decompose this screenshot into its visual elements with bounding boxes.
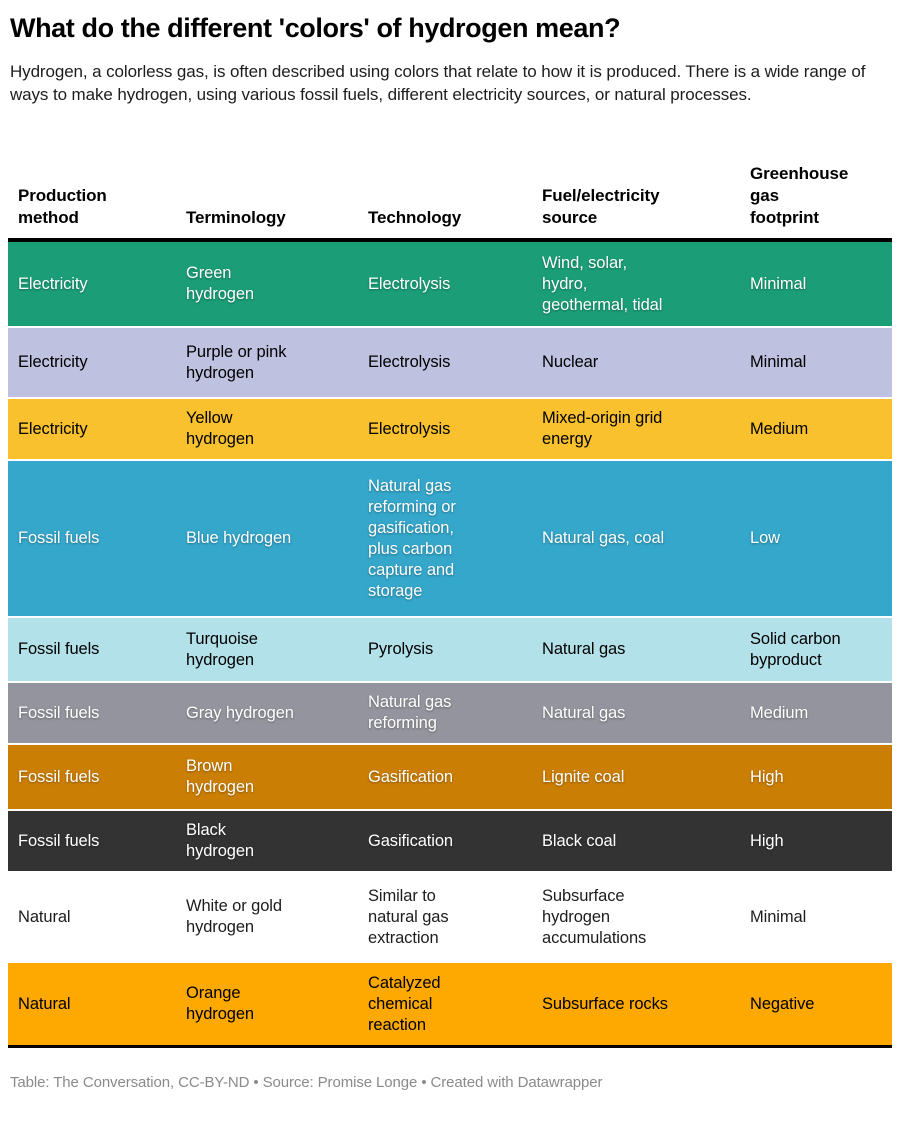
cell-footprint: Medium — [740, 683, 892, 746]
cell-footprint: High — [740, 745, 892, 812]
cell-technology: Electrolysis — [358, 399, 532, 462]
cell-footprint: Minimal — [740, 328, 892, 400]
attribution-footer: Table: The Conversation, CC-BY-ND • Sour… — [10, 1074, 603, 1092]
cell-technology: Electrolysis — [358, 328, 532, 400]
cell-footprint: High — [740, 811, 892, 874]
cell-production-method: Electricity — [8, 399, 176, 462]
cell-terminology: White or gold hydrogen — [176, 873, 358, 964]
cell-technology: Catalyzed chemical reaction — [358, 963, 532, 1049]
table-row-blue-hydrogen: Fossil fuels Blue hydrogen Natural gas r… — [8, 461, 892, 619]
cell-production-method: Natural — [8, 873, 176, 964]
table-row-green-hydrogen: Electricity Green hydrogen Electrolysis … — [8, 242, 892, 329]
hydrogen-colors-table: Production method Terminology Technology… — [8, 146, 892, 1049]
table-row-yellow-hydrogen: Electricity Yellow hydrogen Electrolysis… — [8, 399, 892, 462]
table-row-black-hydrogen: Fossil fuels Black hydrogen Gasification… — [8, 811, 892, 874]
column-header-terminology: Terminology — [176, 146, 358, 243]
cell-footprint: Solid carbon byproduct — [740, 618, 892, 684]
cell-terminology: Orange hydrogen — [176, 963, 358, 1049]
table-row-brown-hydrogen: Fossil fuels Brown hydrogen Gasification… — [8, 745, 892, 812]
cell-production-method: Fossil fuels — [8, 811, 176, 874]
table-row-white-gold-hydrogen: Natural White or gold hydrogen Similar t… — [8, 873, 892, 964]
cell-technology: Natural gas reforming or gasification, p… — [358, 461, 532, 619]
cell-fuel-source: Natural gas — [532, 618, 740, 684]
cell-fuel-source: Mixed-origin grid energy — [532, 399, 740, 462]
cell-terminology: Purple or pink hydrogen — [176, 328, 358, 400]
table-row-orange-hydrogen: Natural Orange hydrogen Catalyzed chemic… — [8, 963, 892, 1049]
column-header-production-method: Production method — [8, 146, 176, 243]
cell-fuel-source: Natural gas, coal — [532, 461, 740, 619]
cell-footprint: Low — [740, 461, 892, 619]
cell-technology: Natural gas reforming — [358, 683, 532, 746]
cell-technology: Electrolysis — [358, 242, 532, 329]
cell-footprint: Minimal — [740, 873, 892, 964]
column-header-technology: Technology — [358, 146, 532, 243]
page-title: What do the different 'colors' of hydrog… — [10, 13, 621, 43]
column-header-fuel-source: Fuel/electricity source — [532, 146, 740, 243]
cell-production-method: Fossil fuels — [8, 745, 176, 812]
table-row-turquoise-hydrogen: Fossil fuels Turquoise hydrogen Pyrolysi… — [8, 618, 892, 684]
cell-technology: Similar to natural gas extraction — [358, 873, 532, 964]
cell-fuel-source: Nuclear — [532, 328, 740, 400]
cell-terminology: Gray hydrogen — [176, 683, 358, 746]
cell-terminology: Yellow hydrogen — [176, 399, 358, 462]
cell-fuel-source: Subsurface rocks — [532, 963, 740, 1049]
cell-production-method: Electricity — [8, 328, 176, 400]
cell-footprint: Medium — [740, 399, 892, 462]
table-row-purple-pink-hydrogen: Electricity Purple or pink hydrogen Elec… — [8, 328, 892, 400]
table-header-row: Production method Terminology Technology… — [8, 146, 892, 243]
cell-technology: Gasification — [358, 745, 532, 812]
cell-production-method: Fossil fuels — [8, 683, 176, 746]
cell-footprint: Minimal — [740, 242, 892, 329]
cell-terminology: Green hydrogen — [176, 242, 358, 329]
cell-terminology: Black hydrogen — [176, 811, 358, 874]
cell-fuel-source: Subsurface hydrogen accumulations — [532, 873, 740, 964]
cell-fuel-source: Black coal — [532, 811, 740, 874]
cell-production-method: Natural — [8, 963, 176, 1049]
cell-terminology: Blue hydrogen — [176, 461, 358, 619]
cell-technology: Pyrolysis — [358, 618, 532, 684]
cell-terminology: Turquoise hydrogen — [176, 618, 358, 684]
cell-technology: Gasification — [358, 811, 532, 874]
column-header-footprint: Greenhouse gas footprint — [740, 146, 892, 243]
cell-fuel-source: Lignite coal — [532, 745, 740, 812]
cell-fuel-source: Wind, solar, hydro, geothermal, tidal — [532, 242, 740, 329]
cell-fuel-source: Natural gas — [532, 683, 740, 746]
cell-production-method: Electricity — [8, 242, 176, 329]
cell-production-method: Fossil fuels — [8, 618, 176, 684]
cell-terminology: Brown hydrogen — [176, 745, 358, 812]
cell-footprint: Negative — [740, 963, 892, 1049]
page-description: Hydrogen, a colorless gas, is often desc… — [10, 62, 866, 105]
cell-production-method: Fossil fuels — [8, 461, 176, 619]
table-row-gray-hydrogen: Fossil fuels Gray hydrogen Natural gas r… — [8, 683, 892, 746]
